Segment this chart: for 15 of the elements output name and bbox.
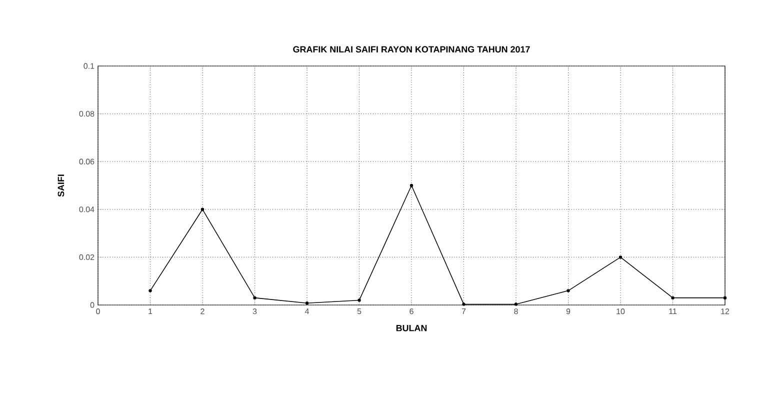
point [305,301,309,305]
point [200,208,204,211]
y-axis-title: SAIFI [58,174,64,197]
point [410,184,414,188]
point [253,296,256,300]
chart-title: GRAFIK NILAI SAIFI RAYON KOTAPINANG TAHUN 2017 [293,46,530,53]
point [671,296,674,300]
point [462,302,466,306]
point [514,302,518,306]
point [358,298,361,302]
x-axis-title: BULAN [396,325,427,332]
point [566,289,570,292]
point [618,256,622,259]
point [723,296,727,300]
point [148,289,152,292]
